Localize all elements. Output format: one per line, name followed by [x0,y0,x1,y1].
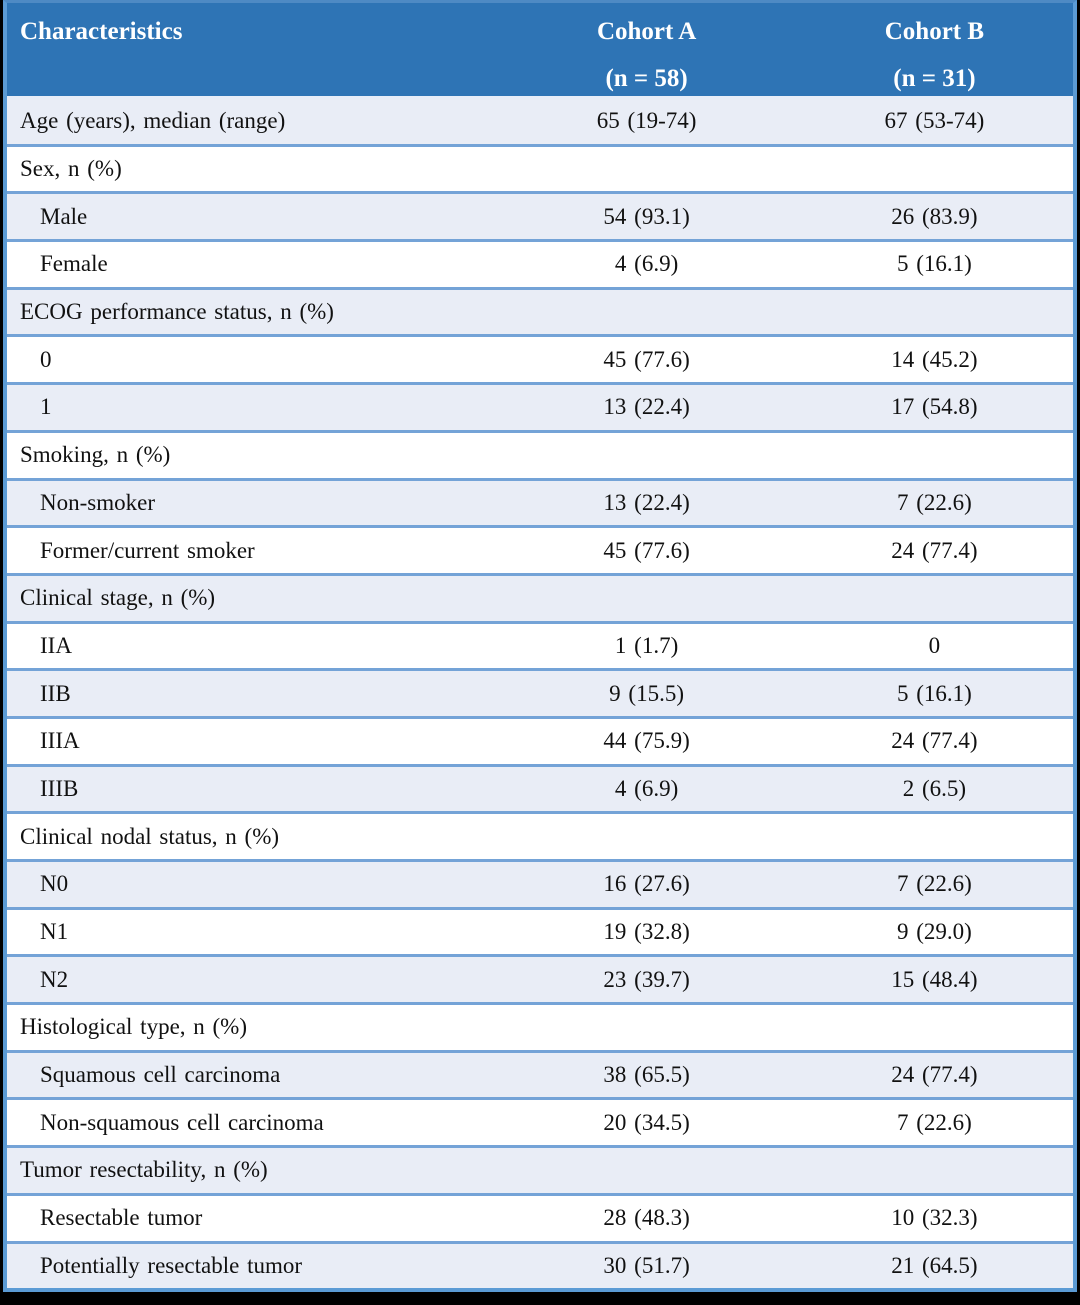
cohort-b-value: 14 (45.2) [891,346,978,372]
cohort-b-value: 7 (22.6) [897,1109,972,1135]
cohort-a-value: 19 (32.8) [603,919,690,945]
cohort-a-value: 28 (48.3) [603,1205,690,1231]
row-label: IIA [40,632,72,658]
row-label: Former/current smoker [40,537,255,563]
row-label: Histological type, n (%) [20,1014,248,1040]
row-label: Sex, n (%) [20,156,122,182]
row-label: ECOG performance status, n (%) [20,299,334,325]
row-label: Resectable tumor [40,1205,203,1231]
table-row-non-smoker: Non-smoker 13 (22.4) 7 (22.6) [7,477,1073,526]
table-row-n0: N0 16 (27.6) 7 (22.6) [7,859,1073,907]
cohort-a-value: 13 (22.4) [603,394,690,420]
cohort-b-value: 5 (16.1) [897,251,972,277]
row-label: IIB [40,680,71,706]
cohort-a-value: 45 (77.6) [603,537,690,563]
table-row-ecog: ECOG performance status, n (%) [7,286,1073,335]
cohort-b-value: 7 (22.6) [897,489,972,515]
cohort-a-value: 13 (22.4) [603,489,690,515]
cohort-b-value: 26 (83.9) [891,203,978,229]
cohort-b-value: 24 (77.4) [891,728,978,754]
row-label: N0 [40,871,69,897]
table-row-female: Female 4 (6.9) 5 (16.1) [7,239,1073,287]
cohort-a-n: (n = 58) [605,65,688,92]
cohort-b-value: 67 (53-74) [884,108,985,134]
table-row-sex: Sex, n (%) [7,143,1073,192]
row-label: 1 [40,394,52,420]
table-row-iiia: IIIA 44 (75.9) 24 (77.4) [7,715,1073,764]
cohort-a-value: 44 (75.9) [603,728,690,754]
header-cell-cohort-a: Cohort A (n = 58) [497,3,795,96]
row-label: Squamous cell carcinoma [40,1062,281,1088]
table-row-smoking: Smoking, n (%) [7,429,1073,478]
cohort-b-value: 9 (29.0) [897,919,972,945]
header-cell-cohort-b: Cohort B (n = 31) [796,3,1073,96]
cohort-b-n: (n = 31) [893,65,976,92]
table-row-ecog-1: 1 13 (22.4) 17 (54.8) [7,382,1073,430]
row-label: Age (years), median (range) [20,108,286,134]
table-row-iiib: IIIB 4 (6.9) 2 (6.5) [7,763,1073,812]
table-row-potentially-resectable: Potentially resectable tumor 30 (51.7) 2… [7,1240,1073,1289]
table-row-n1: N1 19 (32.8) 9 (29.0) [7,906,1073,955]
cohort-b-value: 21 (64.5) [891,1252,978,1278]
row-label: Clinical nodal status, n (%) [20,823,280,849]
row-label: Female [40,251,108,277]
row-label: IIIB [40,775,79,801]
cohort-a-value: 4 (6.9) [614,775,679,801]
table-row-resectable: Resectable tumor 28 (48.3) 10 (32.3) [7,1192,1073,1241]
cohort-b-value: 0 [928,632,941,658]
row-label: N1 [40,919,69,945]
cohort-a-value: 1 (1.7) [614,632,679,658]
cohort-b-title: Cohort B [884,18,985,45]
cohort-b-value: 24 (77.4) [891,537,978,563]
cohort-a-value: 65 (19-74) [596,108,697,134]
cohort-a-value: 9 (15.5) [609,680,684,706]
cohort-a-value: 54 (93.1) [603,203,690,229]
table-row-former-current-smoker: Former/current smoker 45 (77.6) 24 (77.4… [7,525,1073,573]
cohort-b-value: 10 (32.3) [891,1205,978,1231]
table-row-age: Age (years), median (range) 65 (19-74) 6… [7,99,1073,144]
table-row-histological-type: Histological type, n (%) [7,1002,1073,1050]
table-row-squamous: Squamous cell carcinoma 38 (65.5) 24 (77… [7,1049,1073,1098]
cohort-a-value: 16 (27.6) [603,871,690,897]
patient-characteristics-table: Characteristics Cohort A (n = 58) Cohort… [3,0,1077,1292]
table-row-ecog-0: 0 45 (77.6) 14 (45.2) [7,334,1073,383]
table-row-iia: IIA 1 (1.7) 0 [7,620,1073,669]
cohort-a-value: 20 (34.5) [603,1109,690,1135]
table-row-n2: N2 23 (39.7) 15 (48.4) [7,954,1073,1003]
cohort-a-value: 30 (51.7) [603,1252,690,1278]
row-label: Smoking, n (%) [20,442,171,468]
table-row-male: Male 54 (93.1) 26 (83.9) [7,191,1073,240]
table-row-tumor-resectability: Tumor resectability, n (%) [7,1145,1073,1193]
cohort-b-value: 17 (54.8) [891,394,978,420]
table-row-non-squamous: Non-squamous cell carcinoma 20 (34.5) 7 … [7,1097,1073,1146]
cohort-b-value: 2 (6.5) [902,775,967,801]
table-header-row: Characteristics Cohort A (n = 58) Cohort… [7,3,1073,99]
row-label: Male [40,203,88,229]
table-row-clinical-nodal-status: Clinical nodal status, n (%) [7,811,1073,859]
cohort-a-value: 45 (77.6) [603,346,690,372]
row-label: IIIA [40,728,80,754]
cohort-b-value: 5 (16.1) [897,680,972,706]
table-row-clinical-stage: Clinical stage, n (%) [7,572,1073,621]
row-label: Tumor resectability, n (%) [20,1157,268,1183]
row-label: Clinical stage, n (%) [20,585,216,611]
row-label: N2 [40,966,69,992]
row-label: Potentially resectable tumor [40,1252,303,1278]
header-cell-characteristics: Characteristics [20,18,183,45]
row-label: 0 [40,346,52,372]
cohort-a-value: 4 (6.9) [614,251,679,277]
cohort-b-value: 24 (77.4) [891,1062,978,1088]
cohort-a-value: 38 (65.5) [603,1062,690,1088]
row-label: Non-squamous cell carcinoma [40,1109,324,1135]
cohort-b-value: 15 (48.4) [891,966,978,992]
cohort-a-title: Cohort A [596,18,697,45]
row-label: Non-smoker [40,489,155,515]
table-row-iib: IIB 9 (15.5) 5 (16.1) [7,668,1073,716]
cohort-a-value: 23 (39.7) [603,966,690,992]
cohort-b-value: 7 (22.6) [897,871,972,897]
